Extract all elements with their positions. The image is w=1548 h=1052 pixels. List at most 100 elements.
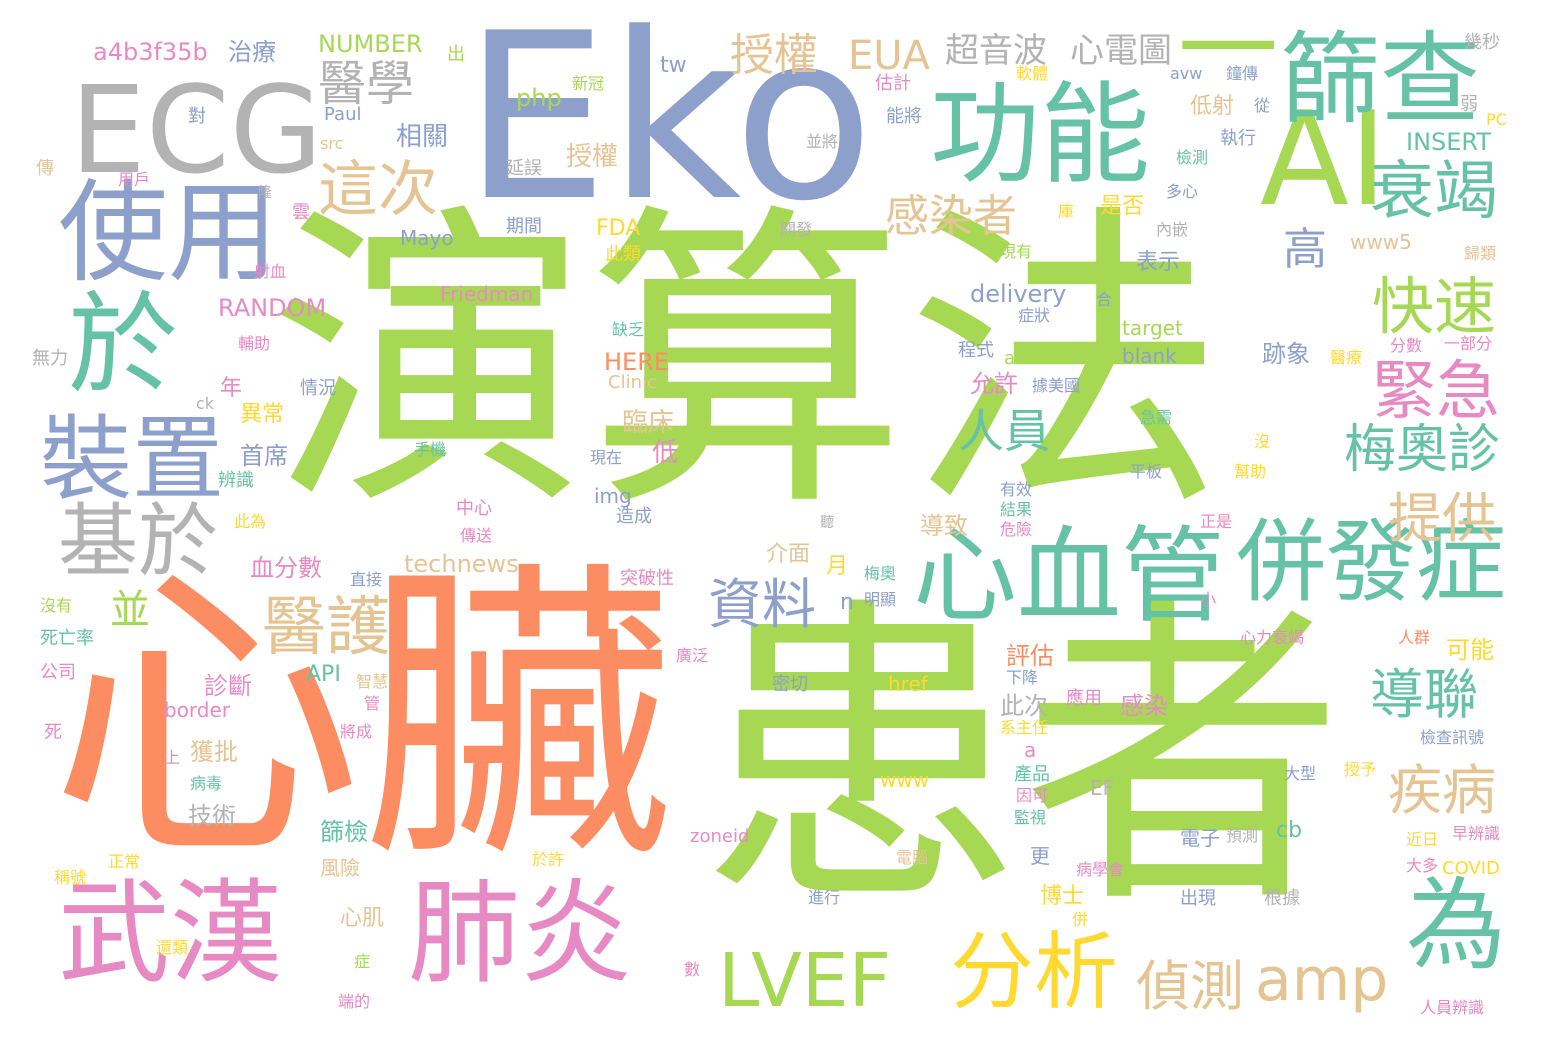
word-zhongchuan: 鐘傳 xyxy=(1226,64,1259,83)
word-shifou: 是否 xyxy=(1100,194,1145,219)
word-meiao: 梅奧 xyxy=(864,564,897,583)
word-jiangcheng: 將成 xyxy=(340,722,373,741)
word-jinxing: 進行 xyxy=(808,888,841,907)
word-zaobianshi: 早辨識 xyxy=(1452,824,1501,843)
word-siwanglv: 死亡率 xyxy=(40,628,94,649)
word-boshi: 博士 xyxy=(1040,884,1085,909)
word-zoneid: zoneid xyxy=(690,826,750,847)
word-yichang: 異常 xyxy=(240,402,285,427)
word-gongneng: 功能 xyxy=(930,71,1150,199)
word-zhence: 偵測 xyxy=(1136,955,1244,1018)
word-chu: 出 xyxy=(447,44,465,65)
word-ziliao: 資料 xyxy=(708,573,816,636)
word-bingjiang: 並將 xyxy=(806,132,839,151)
word-renyuanbianshi: 人員辨識 xyxy=(1420,998,1485,1017)
word-ku: 庫 xyxy=(1058,202,1075,221)
word-jibing: 疾病 xyxy=(1388,759,1496,822)
word-zhihui: 智慧 xyxy=(356,672,389,691)
word-a: a xyxy=(1024,738,1037,762)
word-xinlishuaijie: 心力衰竭 xyxy=(1240,628,1305,647)
word-mayo: Mayo xyxy=(400,226,454,250)
word-shouquan2: 授權 xyxy=(566,142,619,172)
word-diannao: 電腦 xyxy=(896,848,929,867)
word-weixian: 危險 xyxy=(1000,520,1033,539)
word-zhongxin: 中心 xyxy=(456,498,492,519)
word-ruanti: 軟體 xyxy=(1016,64,1049,83)
word-jixu: 急需 xyxy=(1140,408,1173,427)
word-xiao: 小 xyxy=(1200,590,1217,609)
word-meiyou: 沒有 xyxy=(40,596,73,615)
word-covid: COVID xyxy=(1442,858,1500,879)
word-here: HERE xyxy=(604,348,670,376)
word-paul: Paul xyxy=(324,104,362,125)
word-zhengzhuang: 症狀 xyxy=(1018,306,1051,325)
word-kuaisu: 快速 xyxy=(1372,270,1497,343)
word-xianyou: 現有 xyxy=(1000,242,1033,261)
word-linchuang: 臨床 xyxy=(622,408,675,438)
word-wuhan: 武漢 xyxy=(58,869,282,999)
word-fenxi: 分析 xyxy=(950,923,1119,1021)
word-href: href xyxy=(888,672,928,696)
word-fenshu: 分數 xyxy=(1390,336,1423,355)
word-qijian: 期間 xyxy=(506,216,542,237)
word-blank: blank xyxy=(1122,344,1177,368)
word-ting: 聽 xyxy=(820,515,834,531)
word-zhengshi: 正是 xyxy=(1200,512,1233,531)
word-ganranzhe: 感染者 xyxy=(885,191,1017,242)
word-ruo: 弱 xyxy=(1460,94,1478,115)
word-pinggu: 評估 xyxy=(1006,642,1054,670)
word-eko: Eko xyxy=(463,0,875,252)
word-random: RANDOM xyxy=(218,294,327,322)
word-bingxuehui: 病學會 xyxy=(1076,860,1125,879)
word-chuxian: 出現 xyxy=(1180,888,1216,909)
word-wuli: 無力 xyxy=(32,348,68,369)
word-chanpin: 產品 xyxy=(1014,764,1050,785)
word-xiajiang: 下降 xyxy=(1006,668,1039,687)
word-chuansong: 傳送 xyxy=(460,526,493,545)
word-n: n xyxy=(840,590,854,615)
word-yixue: 醫學 xyxy=(318,56,415,112)
word-di: 低 xyxy=(652,438,679,468)
word-zhijie: 直接 xyxy=(350,570,383,589)
word-chuan: 傳 xyxy=(36,158,54,179)
word-yun: 雲 xyxy=(292,202,310,223)
word-kaifa: 開發 xyxy=(780,220,813,239)
word-pingban: 平板 xyxy=(1130,462,1163,481)
word-gongsi: 公司 xyxy=(40,662,76,683)
word-guangfan: 廣泛 xyxy=(676,646,709,665)
word-shouquan: 授權 xyxy=(730,30,818,81)
word-amp: amp xyxy=(1255,945,1389,1015)
word-xizhuren: 系主任 xyxy=(1000,718,1049,737)
word-ecg: ECG xyxy=(70,62,323,201)
word-xianzai: 現在 xyxy=(590,448,623,467)
word-shouyu: 授予 xyxy=(1344,760,1377,779)
word-jiyu: 基於 xyxy=(58,495,218,588)
word-long: 隆 xyxy=(258,185,272,201)
word-xiangguan: 相關 xyxy=(396,122,449,152)
word-shouxi: 首席 xyxy=(240,442,288,470)
word-nian: 年 xyxy=(220,376,243,401)
word-jiance: 檢測 xyxy=(1176,148,1209,167)
word-zhenduan: 診斷 xyxy=(204,672,252,700)
word-neiqian: 內嵌 xyxy=(1156,220,1189,239)
word-binfazheng: 併發症 xyxy=(1236,510,1506,615)
word-fengxian: 風險 xyxy=(320,856,360,880)
word-yunxu: 允許 xyxy=(970,370,1018,398)
word-a4b3f35b: a4b3f35b xyxy=(93,38,208,66)
word-zhiliao: 治療 xyxy=(228,38,276,66)
word-zheng: 症 xyxy=(354,952,371,971)
word-guan: 管 xyxy=(364,694,381,713)
word-yonghu: 用戶 xyxy=(118,170,151,189)
word-guilei: 歸類 xyxy=(1464,244,1497,263)
word-qingkuang: 情況 xyxy=(300,378,336,399)
word-ciwei: 此為 xyxy=(234,512,267,531)
word-www5: www5 xyxy=(1350,230,1412,254)
word-daozhi: 導致 xyxy=(920,512,968,540)
word-youxiao: 有效 xyxy=(1000,480,1033,499)
word-shuaijie: 衰竭 xyxy=(1370,155,1498,229)
word-yihu: 醫護 xyxy=(262,591,390,665)
word-shexue: 射血 xyxy=(254,262,287,281)
word-ai: AI xyxy=(1260,83,1388,235)
word-bing2: 併 xyxy=(1072,910,1089,929)
word-xinguan: 新冠 xyxy=(572,74,605,93)
